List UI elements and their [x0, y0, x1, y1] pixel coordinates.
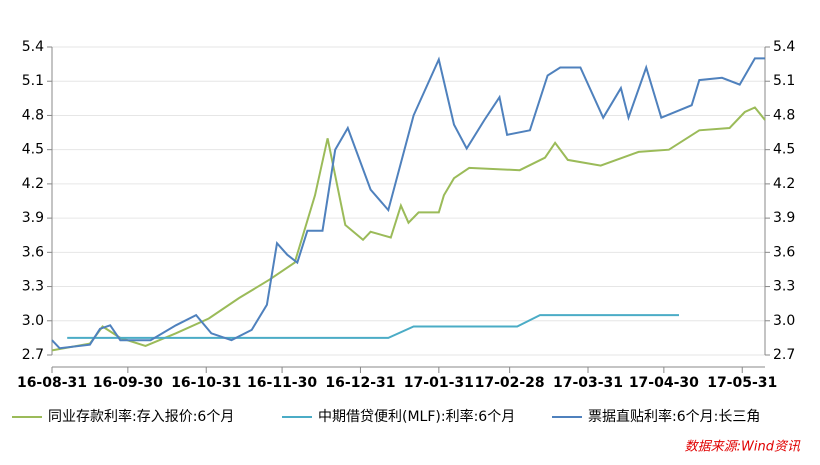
x-tick-label: 16-11-30 — [247, 375, 317, 391]
series-line — [51, 106, 766, 352]
y2-tick-label: 3.6 — [773, 244, 795, 260]
y2-tick-label: 3.0 — [773, 313, 795, 329]
source-note: 数据来源:Wind资讯 — [685, 440, 801, 455]
y-tick-label: 3.0 — [22, 313, 44, 329]
y2-tick-label: 3.3 — [773, 279, 795, 295]
y2-tick-label: 4.5 — [773, 142, 795, 158]
x-tick-label: 17-04-30 — [629, 375, 699, 391]
y2-tick-label: 3.9 — [773, 210, 795, 226]
y-tick-label: 3.9 — [22, 210, 44, 226]
y2-tick-label: 4.2 — [773, 176, 795, 192]
y-tick-label: 5.1 — [22, 73, 44, 89]
y2-tick-label: 5.4 — [773, 39, 795, 55]
legend-label: 同业存款利率:存入报价:6个月 — [48, 408, 234, 425]
series-line — [67, 314, 679, 339]
y-tick-label: 4.8 — [22, 107, 44, 123]
y2-tick-label: 2.7 — [773, 347, 795, 363]
y-tick-label: 3.3 — [22, 279, 44, 295]
x-tick-label: 17-02-28 — [475, 375, 545, 391]
x-tick-label: 17-05-31 — [707, 375, 777, 391]
series-line — [51, 56, 765, 350]
y-tick-label: 4.5 — [22, 142, 44, 158]
legend-label: 中期借贷便利(MLF):利率:6个月 — [318, 408, 515, 425]
y-tick-label: 5.4 — [22, 39, 44, 55]
y-tick-label: 3.6 — [22, 244, 44, 260]
x-tick-label: 16-12-31 — [325, 375, 395, 391]
y2-tick-label: 5.1 — [773, 73, 795, 89]
x-tick-label: 17-01-31 — [404, 375, 474, 391]
y-tick-label: 4.2 — [22, 176, 44, 192]
x-tick-label: 17-03-31 — [553, 375, 623, 391]
x-tick-label: 16-08-31 — [17, 375, 87, 391]
x-tick-label: 16-09-30 — [93, 375, 163, 391]
y2-tick-label: 4.8 — [773, 107, 795, 123]
x-tick-label: 16-10-31 — [171, 375, 241, 391]
legend-label: 票据直贴利率:6个月:长三角 — [588, 408, 760, 425]
y-tick-label: 2.7 — [22, 347, 44, 363]
